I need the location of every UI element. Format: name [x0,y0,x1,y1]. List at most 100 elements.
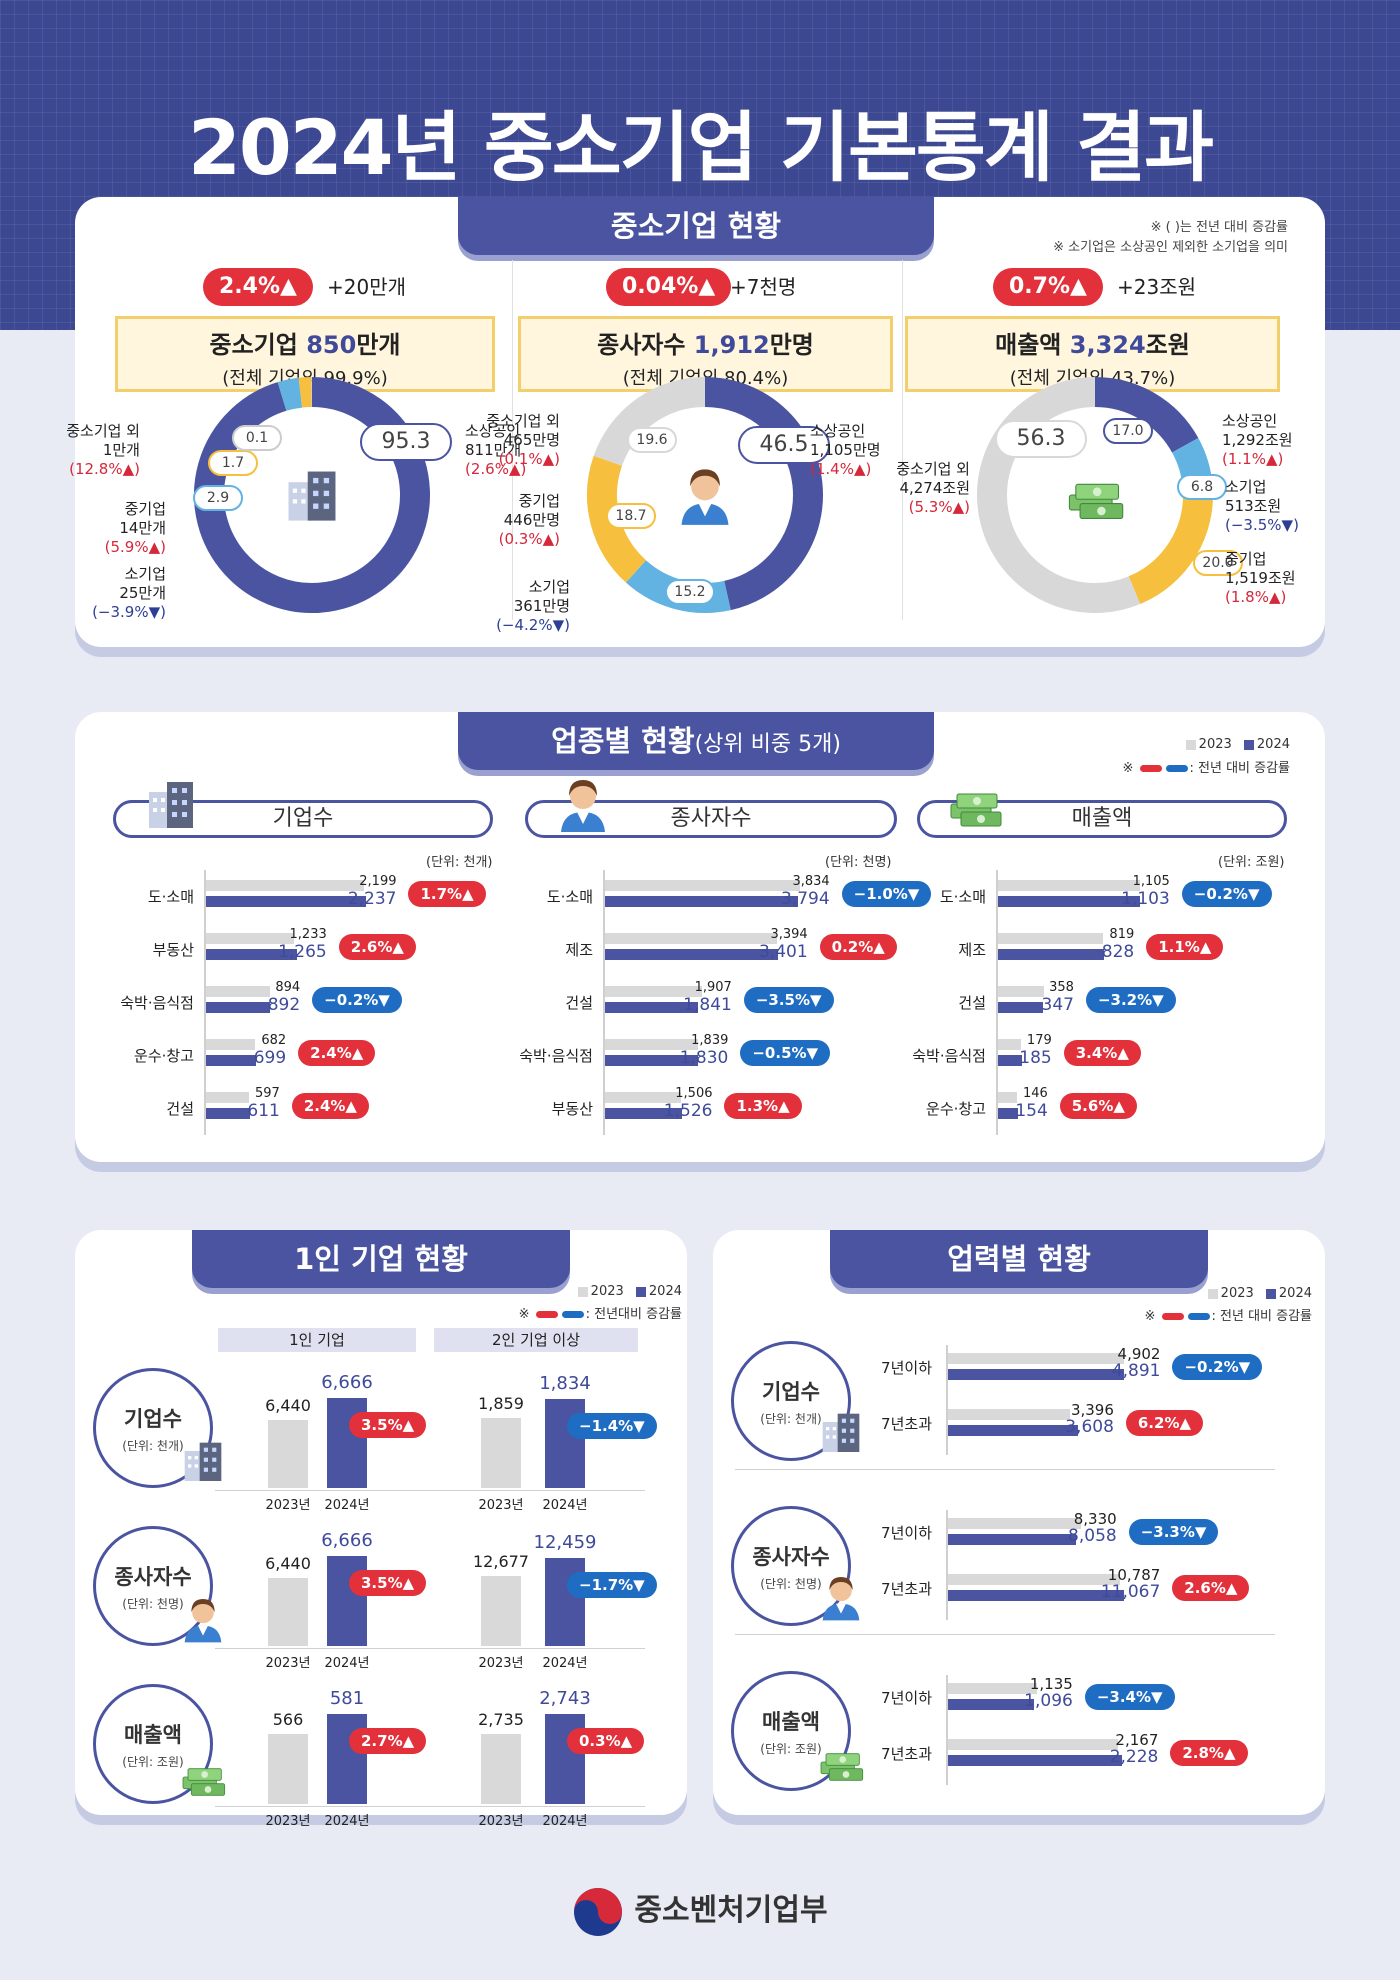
ministry-name: 중소벤처기업부 [634,1893,828,1928]
change-chip: 0.3%▲ [567,1728,645,1754]
segment-amount: 25만개 [119,584,166,602]
slice-value: 2.9 [193,485,243,511]
segment-amount: 1만개 [102,441,140,459]
status-heading: 중소기업 현황 [458,197,934,255]
money-icon [182,1768,226,1796]
segment-rate: (−4.2%▼) [496,616,570,634]
metric-unit: (단위: 천명) [760,1577,822,1591]
year-label: 2024년 [324,1656,370,1671]
segment-rate: (−3.9%▼) [92,603,166,621]
value-2023: 2,735 [478,1710,524,1729]
growth-badge: 2.4%▲ [203,268,313,306]
metric-icon [816,1572,866,1626]
metric-icon [178,1436,228,1490]
value-2024: 581 [329,1688,365,1709]
bar-2023 [948,1409,1071,1420]
segment-amount: 513조원 [1225,497,1282,515]
year-label: 2023년 [265,1498,311,1513]
industry-legend-note: ※ : 전년 대비 증감률 [1122,761,1290,776]
year-label: 2024년 [324,1814,370,1829]
slice-value: 1.7 [208,450,258,476]
donut-slice [1094,377,1199,453]
change-chip: 0.2%▲ [819,934,897,960]
row-divider [735,1634,1275,1635]
industry-heading: 업종별 현황(상위 비중 5개) [458,712,934,770]
value-2024: 4,891 [1111,1361,1161,1381]
headline-prefix: 중소기업 [209,331,307,359]
change-chip: 2.6%▲ [1172,1575,1250,1601]
bar-2024 [998,949,1105,960]
value-2023: 819 [1109,927,1135,942]
category-label: 건설 [958,994,986,1012]
bar-2023 [948,1353,1125,1364]
value-2024: 611 [247,1101,280,1121]
value-2023: 6,440 [265,1396,311,1416]
value-2023: 566 [272,1709,304,1729]
segment-rate: (5.9%▲) [104,538,166,556]
change-chip: −3.3%▼ [1128,1519,1219,1545]
bar-2024 [998,1002,1043,1013]
segment-label: 중기업 1,519조원 (1.8%▲) [1225,550,1296,607]
value-2023: 12,677 [473,1551,529,1571]
status-note-1: ※ ( )는 전년 대비 증감률 [1150,220,1288,235]
segment-amount: 1,105만명 [810,441,881,459]
bar-2024 [948,1699,1034,1710]
value-2024: 12,459 [533,1531,597,1553]
value-2024: 3,608 [1065,1417,1114,1437]
segment-amount: 4,274조원 [899,479,970,497]
metric-icon [178,1594,228,1648]
year-label: 2023년 [478,1498,524,1513]
bar-2023 [605,1092,682,1103]
segment-label: 소기업 361만명 (−4.2%▼) [496,578,570,635]
donut-chart [587,377,823,613]
donut-slice [593,377,706,467]
value-2024: 8,058 [1068,1526,1117,1546]
metric-title: 기업수 [762,1380,820,1404]
building-icon [288,471,336,521]
value-2023: 358 [1049,980,1074,995]
bar-2023 [605,880,800,891]
value-2024: 11,067 [1100,1582,1161,1602]
segment-name: 중기업 [124,500,166,518]
value-2023: 146 [1022,1086,1048,1101]
change-chip: −3.2%▼ [1085,987,1176,1013]
category-label: 7년초과 [881,1415,932,1433]
industry-heading-sub: (상위 비중 5개) [694,732,841,757]
column-header-solo: 1인 기업 [218,1328,416,1352]
axis-line [946,1510,948,1620]
page-title: 2024년 중소기업 기본통계 결과 [187,103,1214,192]
segment-name: 중소기업 외 [896,460,970,478]
bar-2023 [998,1039,1021,1050]
category-label: 도·소매 [147,888,194,906]
donut-slice [277,377,303,411]
baseline [215,1490,645,1491]
segment-amount: 1,292조원 [1222,431,1293,449]
worker-icon [561,780,605,832]
segment-rate: (1.8%▲) [1225,588,1287,606]
baseline [215,1806,645,1807]
category-label: 7년이하 [881,1359,932,1377]
segment-name: 중기업 [518,492,560,510]
year-label: 2024년 [542,1498,588,1513]
baseline [215,1648,645,1649]
bar-2023 [481,1417,521,1488]
bar-2023 [605,986,702,997]
segment-label: 중소기업 외 1만개 (12.8%▲) [66,422,140,479]
change-chip: −0.5%▼ [740,1040,831,1066]
value-2023: 10,787 [1107,1566,1161,1584]
segment-rate: (1.1%▲) [1222,450,1284,468]
donut-slice [587,455,647,583]
segment-label: 중소기업 외 465만명 (0.1%▲) [486,412,560,469]
change-chip: −3.5%▼ [743,987,834,1013]
category-label: 도·소매 [939,888,986,906]
category-label: 7년초과 [881,1745,932,1763]
year-label: 2024년 [542,1814,588,1829]
change-chip: −1.4%▼ [567,1413,657,1440]
segment-name: 중기업 [1225,550,1267,568]
category-label: 도·소매 [546,888,593,906]
year-label: 2023년 [478,1814,524,1829]
bar-2023 [998,986,1044,997]
bar-2024 [948,1534,1077,1545]
headline-prefix: 종사자수 [597,331,694,359]
unit-label: (단위: 천개) [426,855,493,870]
